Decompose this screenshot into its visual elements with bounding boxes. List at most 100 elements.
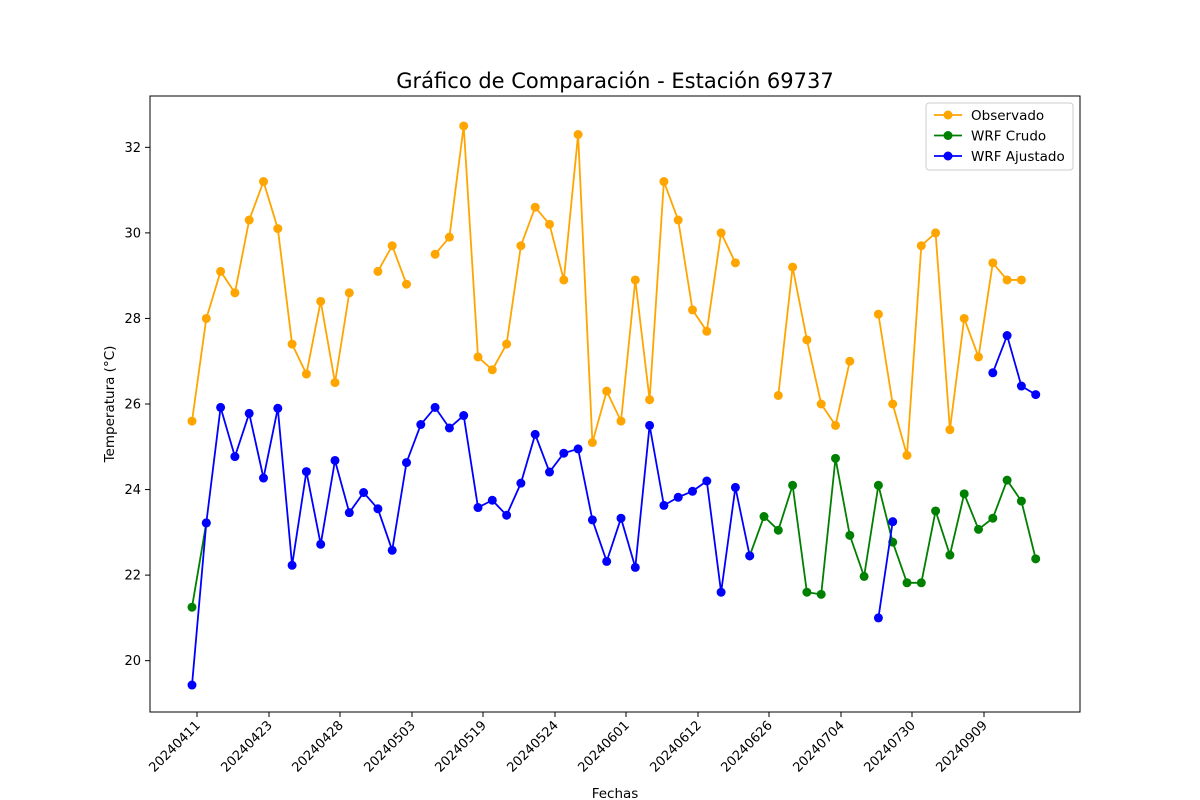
data-point [301,467,311,477]
legend-label: WRF Ajustado [971,149,1065,165]
data-point [688,486,697,496]
data-point [402,279,411,289]
data-point [344,508,354,518]
legend-label: Observado [971,108,1044,124]
data-point [259,473,268,483]
data-point [630,562,640,572]
data-point [745,551,755,561]
data-point [988,368,998,378]
data-point [273,224,283,234]
data-point [230,288,240,298]
legend-label: WRF Crudo [971,129,1046,145]
data-point [273,403,283,413]
data-point [187,680,197,690]
data-point [387,545,397,555]
series-line [191,405,751,686]
data-point [216,266,226,276]
legend: Observado WRF Crudo WRF Ajustado [925,102,1074,171]
series-wrf-crudo [187,453,1041,612]
data-point [545,467,554,477]
data-point [959,489,969,499]
data-point [616,513,626,523]
data-point [587,515,597,525]
data-point [244,408,254,418]
data-point [487,365,497,375]
data-point [444,232,454,242]
data-point [316,296,326,306]
data-point [1016,275,1026,285]
series-line [434,125,737,443]
series-line [877,521,894,619]
series-line [777,266,851,428]
y-tick-label: 32 [124,141,141,156]
data-point [902,450,912,460]
data-point [816,589,826,599]
data-point [187,416,197,426]
data-point [816,399,826,409]
data-point [831,453,840,463]
data-point [602,386,612,396]
data-point [773,525,783,535]
data-point [559,448,569,458]
legend-marker [943,151,953,161]
data-point [931,228,941,238]
x-tick-label: 20240704 [790,718,847,775]
data-point [502,510,512,520]
data-point [1002,475,1012,485]
data-point [959,313,969,323]
data-point [688,305,697,315]
data-point [187,602,197,612]
data-point [330,378,340,388]
data-point [716,228,726,238]
data-point [330,455,340,465]
x-tick-label: 20240428 [289,718,346,775]
legend-marker [943,110,953,120]
data-point [916,241,926,251]
data-point [659,500,669,510]
data-point [673,215,683,225]
data-point [487,495,497,505]
data-point [759,512,769,522]
x-axis-label: Fechas [592,786,639,800]
series-line [991,332,1037,396]
data-point [459,121,469,131]
data-point [587,438,597,447]
data-point [430,402,440,412]
plot-frame [149,95,1081,713]
data-point [316,539,326,549]
data-point [1016,381,1026,391]
data-point [287,560,297,570]
x-tick-label: 20240519 [432,718,489,775]
data-point [831,420,840,430]
data-point [344,288,354,298]
data-point [716,587,726,597]
x-tick-label: 20240423 [218,718,275,775]
data-point [859,571,869,581]
y-tick-label: 28 [124,312,141,327]
data-point [730,258,740,268]
x-tick-label: 20240411 [146,718,203,775]
x-tick-label: 20240612 [647,718,704,775]
data-point [845,530,855,540]
y-axis-label: Temperatura (°C) [102,346,118,464]
data-point [444,423,454,433]
data-point [974,352,983,362]
data-point [788,262,798,272]
data-point [916,578,926,588]
data-point [730,482,740,492]
data-point [516,478,526,488]
data-point [545,219,554,229]
series-wrf-ajustado [187,331,1041,690]
series-line [191,178,351,422]
x-tick-label: 20240524 [504,718,561,775]
data-point [888,517,898,527]
data-point [873,309,883,319]
legend-marker [943,131,953,140]
y-tick-label: 20 [124,654,141,669]
data-point [201,518,211,528]
data-point [630,275,640,285]
data-point [230,452,240,462]
data-point [373,504,383,514]
data-point [287,339,297,349]
